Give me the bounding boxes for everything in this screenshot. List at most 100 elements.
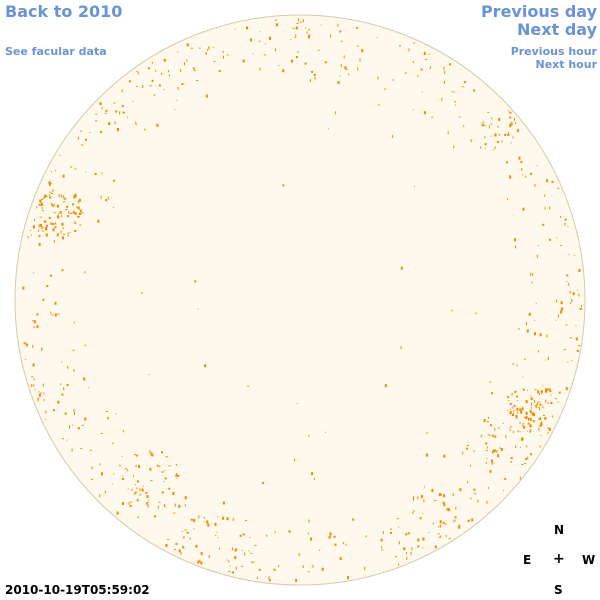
magnetic-feature-speck: [530, 272, 532, 276]
previous-hour-link[interactable]: Previous hour: [510, 45, 597, 58]
magnetic-feature-speck: [59, 154, 61, 156]
magnetic-feature-speck: [39, 216, 42, 218]
magnetic-feature-speck: [298, 18, 299, 22]
magnetic-feature-speck: [148, 374, 150, 376]
magnetic-feature-speck: [495, 146, 497, 148]
magnetic-feature-speck: [526, 430, 528, 432]
magnetic-feature-speck: [122, 502, 124, 505]
magnetic-feature-speck: [310, 537, 312, 541]
magnetic-feature-speck: [33, 326, 35, 329]
magnetic-feature-speck: [335, 111, 337, 115]
magnetic-feature-speck: [481, 124, 484, 127]
magnetic-feature-speck: [113, 207, 115, 208]
magnetic-feature-speck: [516, 364, 518, 367]
magnetic-feature-speck: [115, 110, 118, 113]
magnetic-feature-speck: [550, 394, 552, 396]
magnetic-feature-speck: [509, 402, 512, 405]
back-to-year-link[interactable]: Back to 2010: [5, 2, 123, 21]
magnetic-feature-speck: [222, 516, 225, 520]
magnetic-feature-speck: [413, 497, 414, 501]
magnetic-feature-speck: [208, 555, 210, 559]
magnetic-feature-speck: [189, 537, 191, 540]
magnetic-feature-speck: [308, 29, 310, 31]
see-facular-data-link[interactable]: See facular data: [5, 45, 107, 58]
previous-day-link[interactable]: Previous day: [480, 2, 597, 21]
magnetic-feature-speck: [471, 518, 474, 522]
magnetic-feature-speck: [470, 497, 472, 500]
magnetic-feature-speck: [328, 535, 331, 539]
magnetic-feature-speck: [396, 518, 399, 520]
magnetic-feature-speck: [66, 384, 69, 387]
magnetic-feature-speck: [519, 431, 521, 433]
magnetic-feature-speck: [390, 531, 392, 534]
magnetic-feature-speck: [451, 91, 454, 93]
magnetic-feature-speck: [78, 200, 80, 204]
magnetic-feature-speck: [33, 378, 35, 381]
magnetic-feature-speck: [568, 253, 570, 255]
magnetic-feature-speck: [119, 111, 121, 115]
magnetic-feature-speck: [522, 424, 524, 427]
magnetic-feature-speck: [424, 111, 426, 115]
magnetic-feature-speck: [100, 131, 102, 133]
magnetic-feature-speck: [348, 73, 350, 76]
magnetic-feature-speck: [51, 203, 54, 206]
magnetic-feature-speck: [33, 272, 35, 274]
magnetic-feature-speck: [45, 418, 47, 420]
magnetic-feature-speck: [540, 390, 543, 393]
magnetic-feature-speck: [302, 19, 304, 23]
magnetic-feature-speck: [72, 424, 73, 426]
magnetic-feature-speck: [25, 343, 28, 347]
magnetic-feature-speck: [48, 182, 51, 186]
magnetic-feature-speck: [173, 549, 176, 551]
magnetic-feature-speck: [158, 465, 160, 467]
magnetic-feature-speck: [61, 222, 64, 226]
magnetic-feature-speck: [508, 132, 510, 136]
magnetic-feature-speck: [511, 393, 514, 395]
magnetic-feature-speck: [509, 427, 511, 429]
magnetic-feature-speck: [405, 533, 408, 536]
magnetic-feature-speck: [494, 133, 497, 137]
magnetic-feature-speck: [498, 118, 501, 121]
magnetic-feature-speck: [136, 480, 139, 483]
magnetic-feature-speck: [38, 397, 40, 399]
magnetic-feature-speck: [581, 305, 582, 308]
magnetic-feature-speck: [275, 23, 278, 27]
magnetic-feature-speck: [548, 388, 551, 390]
magnetic-feature-speck: [135, 454, 138, 457]
magnetic-feature-speck: [50, 222, 52, 225]
magnetic-feature-speck: [175, 542, 178, 545]
magnetic-feature-speck: [50, 182, 52, 184]
next-hour-link[interactable]: Next hour: [535, 58, 598, 71]
magnetic-feature-speck: [454, 91, 456, 93]
magnetic-feature-speck: [203, 516, 205, 519]
magnetic-feature-speck: [61, 438, 64, 440]
magnetic-feature-speck: [135, 123, 137, 125]
magnetic-feature-speck: [38, 203, 41, 206]
magnetic-feature-speck: [425, 453, 428, 457]
magnetic-feature-speck: [249, 536, 251, 538]
magnetic-feature-speck: [275, 48, 276, 52]
magnetic-feature-speck: [466, 447, 468, 450]
magnetic-feature-speck: [507, 410, 509, 412]
magnetic-feature-speck: [565, 387, 568, 391]
magnetic-feature-speck: [412, 511, 414, 514]
magnetic-feature-speck: [73, 409, 75, 412]
observation-timestamp: 2010-10-19T05:59:02: [5, 583, 150, 597]
magnetic-feature-speck: [226, 517, 229, 521]
magnetic-feature-speck: [551, 415, 553, 418]
magnetic-feature-speck: [164, 470, 166, 472]
magnetic-feature-speck: [184, 504, 186, 507]
magnetic-feature-speck: [100, 195, 102, 199]
magnetic-feature-speck: [36, 325, 39, 329]
magnetic-feature-speck: [485, 462, 487, 465]
magnetic-feature-speck: [69, 231, 71, 233]
magnetic-feature-speck: [57, 215, 59, 219]
magnetic-feature-speck: [443, 81, 445, 84]
magnetic-feature-speck: [74, 195, 77, 198]
next-day-link[interactable]: Next day: [517, 20, 597, 39]
magnetic-feature-speck: [453, 519, 455, 523]
magnetic-feature-speck: [560, 244, 563, 246]
magnetic-feature-speck: [576, 350, 579, 352]
magnetic-feature-speck: [176, 473, 177, 475]
